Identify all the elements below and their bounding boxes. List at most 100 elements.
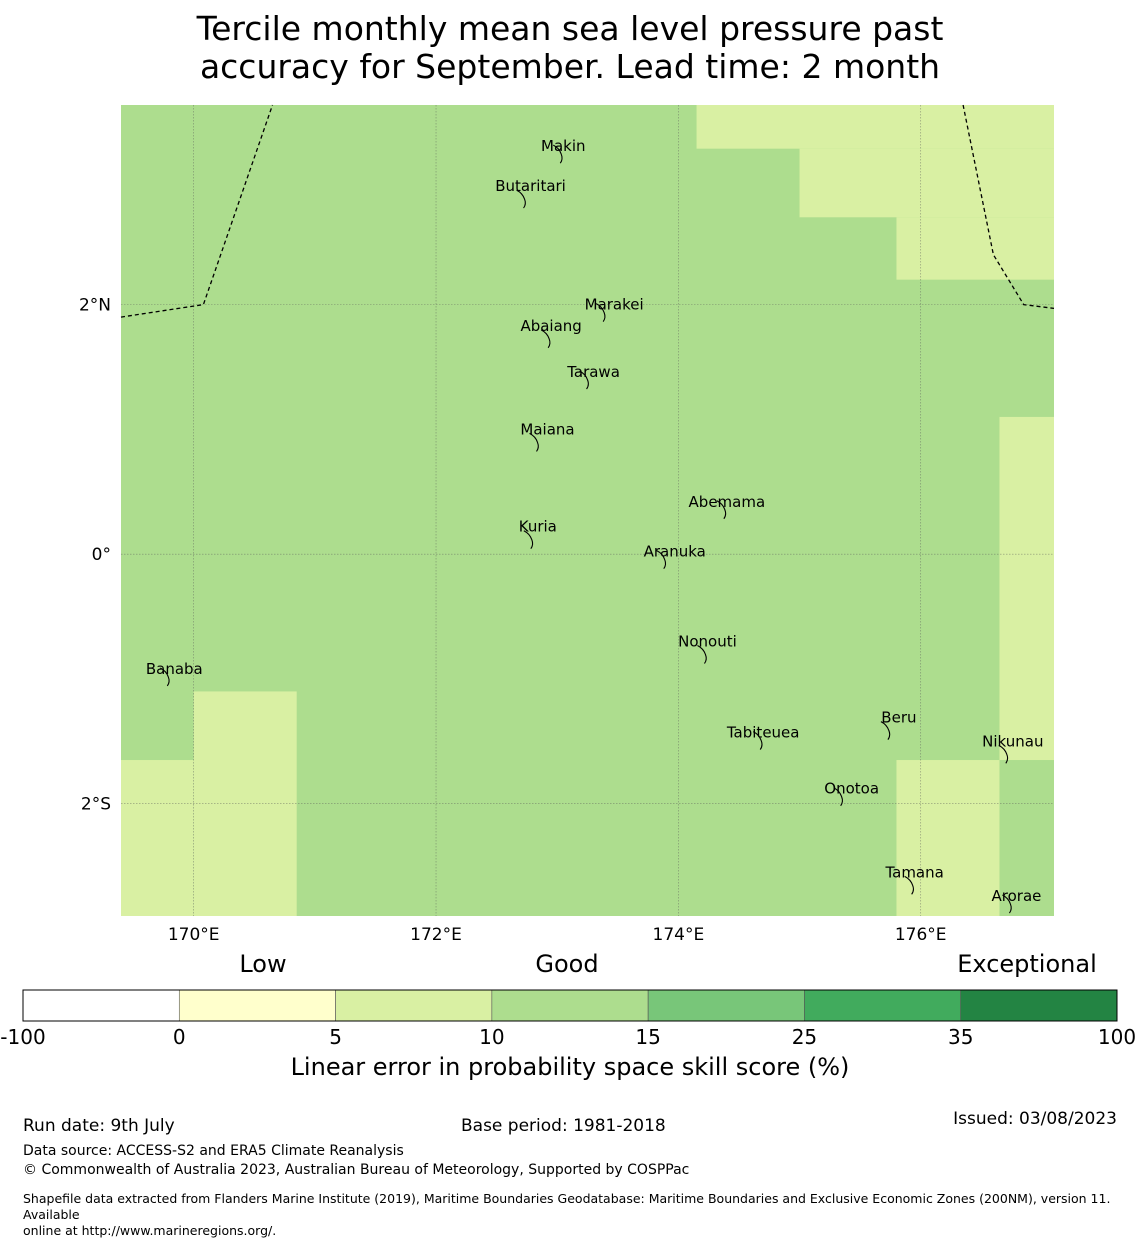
colorbar-title: Linear error in probability space skill … — [290, 1053, 850, 1081]
run-date: Run date: 9th July — [23, 1116, 175, 1136]
atoll-outline — [160, 667, 170, 687]
place-label: Tamana — [884, 863, 943, 881]
place-butaritari: Butaritari — [495, 177, 566, 209]
place-label: Kuria — [519, 518, 557, 536]
atoll-outline — [716, 500, 727, 520]
place-abemama: Abemama — [689, 493, 766, 520]
place-label: Abaiang — [520, 317, 581, 335]
colorbar-tick-label: 25 — [792, 1025, 817, 1049]
place-label: Aranuka — [644, 543, 706, 561]
place-label: Tabiteuea — [726, 724, 800, 742]
skill-cell-6 — [121, 760, 194, 916]
atoll-outline — [904, 875, 915, 895]
colorbar-tick-label: 5 — [329, 1025, 342, 1049]
place-aranuka: Aranuka — [644, 543, 706, 570]
place-tamana: Tamana — [884, 863, 944, 895]
colorbar-tick-label: 100 — [1098, 1025, 1136, 1049]
place-nikunau: Nikunau — [982, 732, 1043, 764]
colorbar-tick-label: 15 — [635, 1025, 660, 1049]
atoll-outline — [752, 731, 763, 750]
atoll-outline — [1002, 894, 1012, 914]
atoll-outline — [697, 645, 707, 664]
colorbar-bin — [335, 989, 493, 1022]
colorbar-bin — [647, 989, 805, 1022]
title-line-2: accuracy for September. Lead time: 2 mon… — [199, 47, 941, 86]
eez-boundary-0 — [120, 104, 274, 318]
lat-tick-label: 0° — [92, 545, 111, 565]
place-label: Nonouti — [678, 633, 737, 651]
atoll-outline — [579, 370, 589, 390]
copyright: © Commonwealth of Australia 2023, Austra… — [23, 1162, 690, 1178]
issued-date: Issued: 03/08/2023 — [953, 1109, 1117, 1129]
place-beru: Beru — [880, 709, 917, 740]
place-maiana: Maiana — [520, 420, 575, 452]
colorbar-tick-label: 0 — [173, 1025, 186, 1049]
title-line-1: Tercile monthly mean sea level pressure … — [196, 9, 944, 48]
colorbar-tick-label: -100 — [0, 1025, 45, 1049]
place-label: Makin — [541, 137, 586, 155]
colorbar-tick-label: 35 — [948, 1025, 973, 1049]
place-kuria: Kuria — [519, 518, 557, 550]
skill-cell-2 — [799, 148, 1054, 218]
skill-cell-3 — [896, 217, 1054, 280]
lon-tick-label: 172°E — [410, 925, 462, 945]
atoll-outline — [553, 144, 563, 164]
atoll-outline — [833, 787, 843, 807]
atoll-outline — [540, 329, 551, 349]
place-label: Onotoa — [824, 780, 879, 798]
data-source: Data source: ACCESS-S2 and ERA5 Climate … — [23, 1143, 404, 1159]
colorbar: -100 0 5 10 15 25 35 100 Low Good Exceptional — [0, 950, 1136, 1049]
lon-tick-label: 174°E — [653, 925, 705, 945]
lat-tick-label: 2°N — [79, 296, 111, 316]
lat-tick-label: 2°S — [81, 795, 111, 815]
atoll-outline — [595, 303, 606, 322]
colorbar-bin — [178, 989, 336, 1022]
lon-tick-label: 176°E — [895, 925, 947, 945]
place-label: Maiana — [520, 420, 574, 438]
place-label: Abemama — [689, 493, 766, 511]
map-area: 170°E 172°E 174°E 176°E 2°N 0° 2°S Makin Butarit… — [79, 104, 1055, 945]
place-label: Marakei — [585, 296, 644, 314]
colorbar-tick-label: 10 — [479, 1025, 504, 1049]
atoll-outline — [880, 721, 891, 740]
place-onotoa: Onotoa — [824, 780, 879, 807]
place-label: Arorae — [992, 887, 1042, 905]
place-label: Banaba — [146, 660, 203, 678]
place-label: Beru — [881, 709, 916, 727]
place-abaiang: Abaiang — [520, 317, 582, 349]
skill-cell-1 — [696, 105, 1054, 149]
atoll-outline — [516, 189, 526, 209]
shapefile-credit-line-2: online at http://www.marineregions.org/. — [23, 1223, 277, 1238]
colorbar-bin — [804, 989, 962, 1022]
atoll-outline — [523, 530, 534, 550]
lon-tick-label: 170°E — [168, 925, 220, 945]
eez-boundary-1 — [962, 104, 1055, 310]
shapefile-credit-line-1: Shapefile data extracted from Flanders M… — [23, 1191, 1111, 1222]
category-label-low: Low — [239, 950, 286, 978]
colorbar-bin — [491, 989, 649, 1022]
base-period: Base period: 1981-2018 — [461, 1116, 666, 1136]
category-label-good: Good — [535, 950, 598, 978]
colorbar-frame — [22, 989, 1118, 1022]
category-label-exceptional: Exceptional — [957, 950, 1097, 978]
place-marakei: Marakei — [585, 296, 644, 322]
colorbar-bin — [22, 989, 180, 1022]
place-tarawa: Tarawa — [566, 363, 620, 390]
place-arorae: Arorae — [992, 887, 1042, 914]
place-label: Nikunau — [982, 732, 1043, 750]
atoll-outline — [656, 550, 667, 570]
place-label: Butaritari — [495, 177, 566, 195]
map-title: Tercile monthly mean sea level pressure … — [0, 10, 1140, 86]
atoll-outline — [529, 432, 539, 452]
place-label: Tarawa — [566, 363, 620, 381]
place-tabiteuea: Tabiteuea — [726, 724, 800, 750]
place-makin: Makin — [541, 137, 586, 164]
place-nonouti: Nonouti — [678, 633, 737, 664]
atoll-outline — [998, 744, 1009, 764]
colorbar-bin — [960, 989, 1118, 1022]
skill-cell-5 — [896, 760, 1000, 916]
shapefile-credit: Shapefile data extracted from Flanders M… — [23, 1191, 1138, 1239]
place-banaba: Banaba — [146, 660, 203, 687]
skill-cell-4 — [999, 416, 1054, 761]
